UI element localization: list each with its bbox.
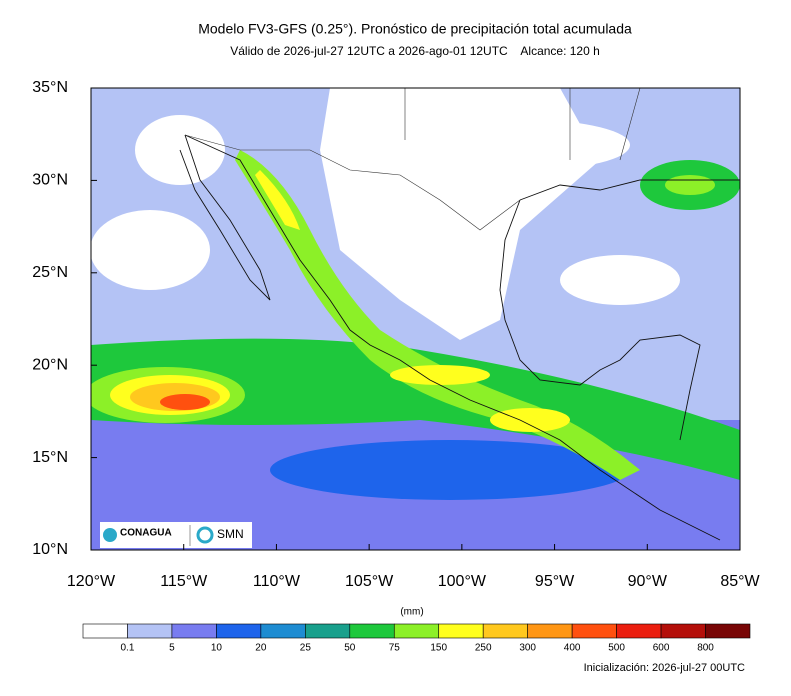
colorbar-swatch bbox=[705, 623, 751, 639]
logo-conagua: CONAGUA bbox=[120, 528, 172, 539]
colorbar-swatch bbox=[527, 623, 573, 639]
lon-label: 100°W bbox=[438, 573, 487, 590]
lat-label: 35°N bbox=[32, 79, 68, 96]
logo-icon bbox=[103, 528, 117, 542]
lon-label: 85°W bbox=[720, 573, 760, 590]
lat-label: 20°N bbox=[32, 356, 68, 373]
map-frame bbox=[90, 87, 741, 551]
lon-label: 105°W bbox=[345, 573, 394, 590]
colorbar-swatch bbox=[393, 623, 440, 639]
lat-label: 10°N bbox=[32, 541, 68, 558]
colorbar-label: 500 bbox=[608, 643, 625, 654]
colorbar-label: 25 bbox=[300, 643, 312, 654]
logo-box bbox=[100, 522, 252, 548]
colorbar-swatch bbox=[482, 623, 528, 639]
colorbar-label: 150 bbox=[430, 643, 447, 654]
colorbar-label: 300 bbox=[519, 643, 536, 654]
lat-label: 25°N bbox=[32, 264, 68, 281]
colorbar-label: 10 bbox=[211, 643, 223, 654]
lat-label: 15°N bbox=[32, 449, 68, 466]
colorbar-label: 5 bbox=[169, 643, 175, 654]
colorbar-label: 400 bbox=[564, 643, 581, 654]
colorbar-label: 20 bbox=[255, 643, 267, 654]
colorbar-swatch bbox=[571, 623, 617, 639]
colorbar-label: 800 bbox=[697, 643, 714, 654]
colorbar-label: 50 bbox=[344, 643, 356, 654]
colorbar-label: 0.1 bbox=[121, 643, 135, 654]
lon-label: 110°W bbox=[253, 573, 301, 590]
colorbar-swatch bbox=[660, 623, 706, 639]
lon-label: 95°W bbox=[535, 573, 575, 590]
lon-label: 120°W bbox=[67, 573, 116, 590]
logo-icon bbox=[196, 526, 214, 544]
colorbar-swatch bbox=[349, 623, 395, 639]
precip-field bbox=[91, 88, 740, 550]
colorbar-swatch bbox=[260, 623, 306, 639]
colorbar-label: 250 bbox=[475, 643, 492, 654]
title: Modelo FV3-GFS (0.25°). Pronóstico de pr… bbox=[198, 21, 632, 37]
colorbar-swatch bbox=[127, 623, 173, 639]
colorbar-label: 75 bbox=[389, 643, 401, 654]
colorbar-label: 600 bbox=[653, 643, 670, 654]
init-time: Inicialización: 2026-jul-27 00UTC bbox=[584, 662, 745, 674]
lon-label: 90°W bbox=[628, 573, 668, 590]
colorbar-swatch bbox=[171, 623, 217, 639]
colorbar-swatch bbox=[438, 623, 484, 639]
colorbar-swatch bbox=[82, 623, 128, 639]
logo-smn: SMN bbox=[217, 527, 244, 541]
colorbar-unit: (mm) bbox=[400, 607, 423, 618]
subtitle: Válido de 2026-jul-27 12UTC a 2026-ago-0… bbox=[230, 44, 600, 58]
lat-label: 30°N bbox=[32, 172, 68, 189]
colorbar-swatch bbox=[216, 623, 262, 639]
colorbar-swatch bbox=[616, 623, 662, 639]
lon-label: 115°W bbox=[160, 573, 208, 590]
colorbar-swatch bbox=[305, 623, 351, 639]
